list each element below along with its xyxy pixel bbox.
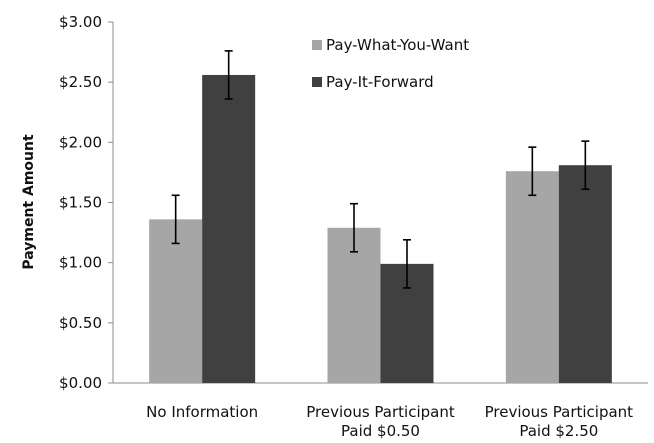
y-ticks: $0.00 $0.50 $1.00 $1.50 $2.00 $2.50 $3.00	[59, 13, 113, 392]
x-category-label-line: Paid $2.50	[519, 422, 598, 440]
x-category-label: Previous Participant Paid $0.50	[306, 403, 455, 440]
y-tick-label: $3.00	[59, 13, 102, 31]
legend-label-pay-it-forward: Pay-It-Forward	[326, 73, 434, 91]
x-category-label: No Information	[146, 403, 258, 421]
y-tick-label: $2.00	[59, 133, 102, 151]
legend-label-pay-what-you-want: Pay-What-You-Want	[326, 36, 469, 54]
y-axis-title: Payment Amount	[21, 134, 37, 270]
x-category-label-line: No Information	[146, 403, 258, 421]
legend: Pay-What-You-Want Pay-It-Forward	[312, 36, 469, 91]
bar-pay-it-forward-0	[202, 74, 256, 384]
legend-swatch-pay-it-forward	[312, 77, 322, 87]
y-tick-label: $0.50	[59, 314, 102, 332]
x-category-label-line: Previous Participant	[485, 403, 634, 421]
error-bar	[224, 50, 233, 100]
bar-pay-what-you-want-2	[505, 171, 559, 383]
error-bar	[350, 202, 358, 253]
x-category-label-line: Previous Participant	[306, 403, 455, 421]
x-category-label: Previous Participant Paid $2.50	[485, 403, 634, 440]
bar-pay-it-forward-2	[558, 165, 612, 383]
y-tick-label: $1.50	[59, 194, 102, 212]
error-bar	[528, 146, 537, 197]
y-tick-label: $1.00	[59, 254, 102, 272]
error-bars	[171, 50, 590, 289]
x-category-label-line: Paid $0.50	[341, 422, 420, 440]
bar-pay-what-you-want-1	[327, 227, 381, 383]
x-category-labels: No Information Previous Participant Paid $…	[146, 403, 633, 440]
y-tick-label: $2.50	[59, 73, 102, 91]
error-bar	[581, 140, 590, 191]
bars	[149, 74, 612, 384]
error-bar	[171, 194, 180, 245]
bar-pay-what-you-want-0	[149, 219, 203, 383]
y-tick-label: $0.00	[59, 374, 102, 392]
legend-swatch-pay-what-you-want	[312, 40, 322, 50]
error-bar	[403, 239, 411, 289]
